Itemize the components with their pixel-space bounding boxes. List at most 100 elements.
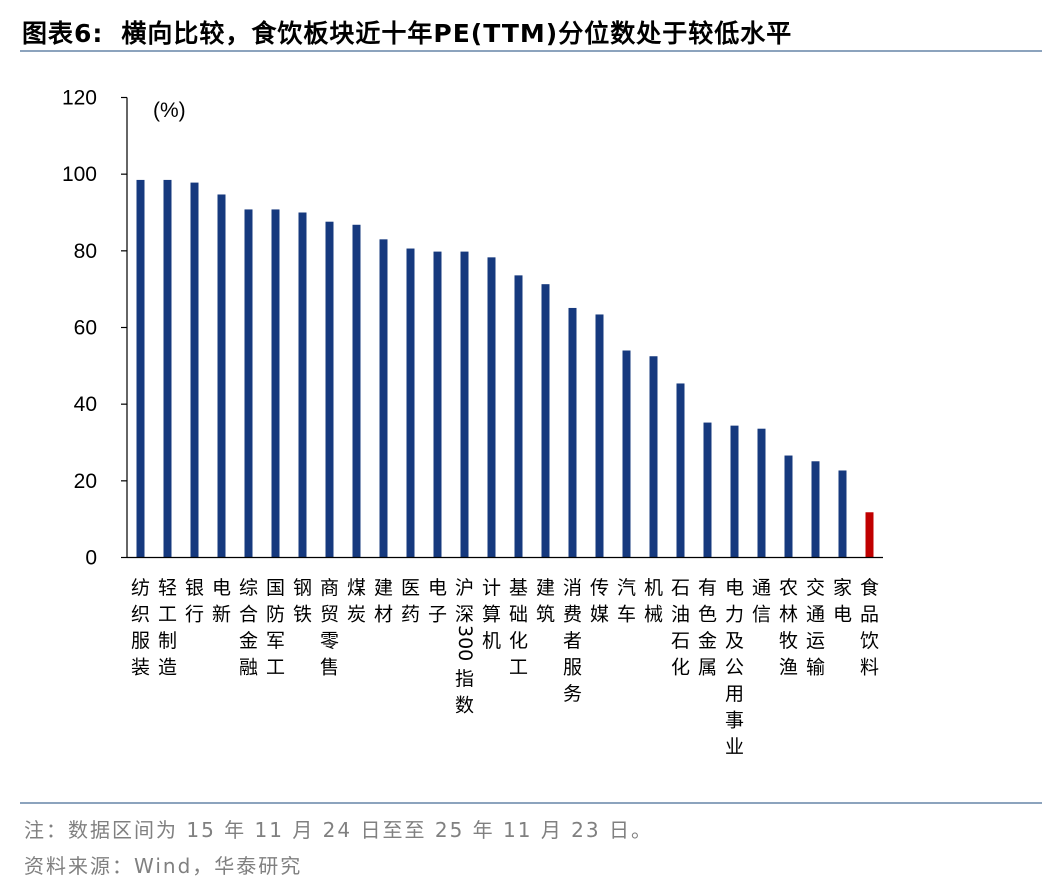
category-label-char: 计 — [482, 577, 501, 599]
category-label-char: 油 — [671, 604, 690, 626]
category-label-char: 消 — [563, 577, 582, 599]
bar — [406, 248, 415, 558]
category-label-char: 材 — [374, 604, 393, 626]
category-label-char: 力 — [725, 604, 744, 626]
figure-title-text: 横向比较，食饮板块近十年PE(TTM)分位数处于较低水平 — [121, 19, 793, 48]
x-category-label: 传媒 — [590, 577, 609, 626]
x-category-label: 医药 — [401, 577, 420, 626]
category-label-char: 售 — [320, 657, 339, 679]
y-tick-label: 80 — [74, 240, 97, 263]
bar — [352, 224, 361, 558]
category-label-char: 渔 — [779, 657, 798, 679]
bar — [595, 314, 604, 558]
category-label-char: 化 — [509, 630, 528, 652]
bar-chart: 020406080100120(%)纺织服装轻工制造银行电新综合金融国防军工钢铁… — [62, 87, 883, 758]
bar — [190, 182, 199, 558]
category-label-char: 品 — [860, 604, 879, 626]
category-label-char: 子 — [428, 604, 447, 626]
category-label-char: 指 — [455, 668, 474, 690]
category-label-char: 建 — [536, 577, 555, 599]
category-label-char: 及 — [725, 630, 744, 652]
category-label-char: 筑 — [536, 604, 555, 626]
category-label-char: 炭 — [347, 604, 366, 626]
category-label-char: 电 — [428, 577, 447, 599]
category-label-char: 制 — [158, 630, 177, 652]
category-label-char: 汽 — [617, 577, 636, 599]
category-label-char: 服 — [563, 657, 582, 679]
x-category-label: 计算机 — [482, 577, 501, 652]
category-label-char: 行 — [185, 604, 204, 626]
bar — [325, 221, 334, 558]
y-tick-label: 120 — [62, 87, 97, 110]
category-label-char: 事 — [725, 710, 744, 732]
title-divider — [20, 50, 1042, 52]
category-label-char: 军 — [266, 630, 285, 652]
category-label-char: 纺 — [131, 577, 150, 599]
category-label-char: 银 — [185, 577, 204, 599]
y-tick-label: 60 — [74, 317, 97, 340]
x-category-label: 汽车 — [617, 577, 636, 626]
category-label-char: 合 — [239, 604, 258, 626]
category-label-char: 工 — [266, 657, 285, 679]
category-label-char: 车 — [617, 604, 636, 626]
bar — [514, 275, 523, 558]
category-label-char: 电 — [833, 604, 852, 626]
category-label-char: 深 — [455, 604, 474, 626]
category-label-char: 费 — [563, 604, 582, 626]
bar — [568, 307, 577, 558]
category-label-char: 算 — [482, 604, 501, 626]
figure-title: 图表6: 横向比较，食饮板块近十年PE(TTM)分位数处于较低水平 — [22, 14, 792, 50]
category-label-char: 钢 — [293, 577, 312, 599]
category-label-char: 造 — [158, 657, 177, 679]
category-label-char: 食 — [860, 577, 879, 599]
y-tick-label: 20 — [74, 470, 97, 493]
category-label-char: 装 — [131, 657, 150, 679]
category-label-char: 融 — [239, 657, 258, 679]
category-label-char: 农 — [779, 577, 798, 599]
x-category-label: 电子 — [428, 577, 447, 626]
category-label-char: 属 — [698, 657, 717, 679]
bar — [676, 383, 685, 558]
bar — [622, 350, 631, 558]
category-label-char: 建 — [374, 577, 393, 599]
x-category-label: 建材 — [374, 577, 393, 626]
footer-divider — [20, 802, 1042, 804]
category-label-char: 数 — [455, 695, 474, 717]
bar — [298, 212, 307, 558]
x-category-label: 钢铁 — [293, 577, 312, 626]
category-label-char: 工 — [509, 657, 528, 679]
bar — [811, 461, 820, 558]
category-label-char: 务 — [563, 683, 582, 705]
bar — [757, 428, 766, 558]
bar — [730, 425, 739, 558]
category-label-char: 机 — [482, 630, 501, 652]
category-label-char: 料 — [860, 657, 879, 679]
category-label-char: 林 — [779, 604, 798, 626]
category-label-char: 公 — [725, 657, 744, 679]
category-label-char: 用 — [725, 683, 744, 705]
category-label-char: 基 — [509, 577, 528, 599]
category-label-char: 综 — [239, 577, 258, 599]
category-label-char: 通 — [752, 577, 771, 599]
category-label-char: 信 — [752, 604, 771, 626]
category-label-char: 传 — [590, 577, 609, 599]
category-label-char: 色 — [698, 604, 717, 626]
category-label-char: 沪 — [455, 577, 474, 599]
bar — [703, 422, 712, 558]
category-label-char: 础 — [509, 604, 528, 626]
highlighted-bar — [865, 512, 874, 558]
bar — [433, 251, 442, 558]
category-label-char: 者 — [563, 630, 582, 652]
category-label-char: 石 — [671, 630, 690, 652]
category-label-char: 家 — [833, 577, 852, 599]
bar — [271, 209, 280, 558]
